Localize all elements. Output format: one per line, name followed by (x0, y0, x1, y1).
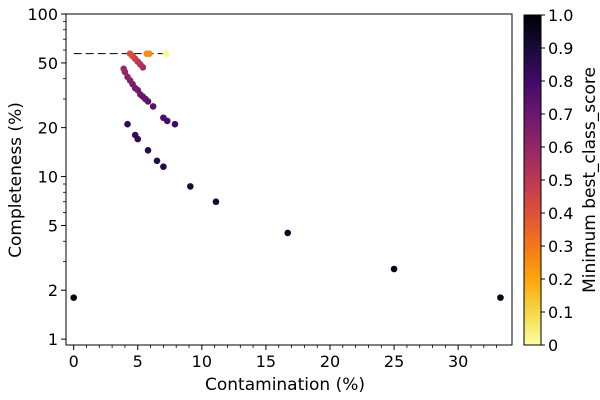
plot-frame (65, 13, 513, 346)
data-point (171, 120, 179, 128)
x-tick-label: 0 (69, 352, 79, 371)
colorbar-gradient (523, 14, 542, 346)
data-point (124, 73, 131, 81)
x-axis-label: Contamination (%) (205, 375, 365, 395)
y-tick-label: 100 (27, 5, 58, 24)
data-point (144, 147, 152, 154)
data-point (162, 50, 170, 57)
colorbar-tick-label: 0.1 (548, 303, 573, 322)
colorbar-tick-label: 0.3 (548, 237, 573, 256)
y-tick-label: 20 (38, 119, 58, 138)
y-tick-label: 5 (48, 216, 58, 235)
data-point (284, 229, 292, 237)
colorbar-tick-label: 0 (548, 336, 558, 355)
colorbar-tick-label: 0.9 (548, 39, 573, 58)
data-point (70, 294, 77, 301)
x-tick-label: 5 (133, 352, 143, 371)
colorbar-tick-label: 0.4 (548, 204, 573, 223)
colorbar-tick-label: 0.6 (548, 138, 573, 157)
data-point (497, 294, 504, 301)
data-point (149, 103, 157, 110)
colorbar: 0 0.1 0.2 0.3 0.4 0.5 0.6 0.7 0.8 0.9 1.0 (523, 6, 573, 355)
data-point (153, 157, 161, 165)
colorbar-tick-label: 1.0 (548, 6, 573, 25)
data-point (212, 198, 220, 206)
y-tick-label: 2 (48, 281, 58, 300)
colorbar-tick-label: 0.2 (548, 270, 573, 289)
colorbar-tick-label: 0.7 (548, 105, 573, 124)
colorbar-label: Minimum best_class_score (580, 67, 600, 293)
x-tick-label: 15 (256, 352, 276, 371)
data-point (187, 183, 194, 190)
data-point (124, 120, 131, 128)
x-tick-label: 25 (384, 352, 404, 371)
data-point (160, 114, 167, 122)
y-tick-label: 10 (38, 168, 58, 187)
data-point (126, 50, 134, 57)
y-tick-label: 1 (48, 330, 58, 349)
data-point (146, 50, 153, 57)
data-point (390, 265, 398, 273)
y-tick-label: 50 (38, 54, 58, 73)
x-tick-label: 30 (448, 352, 468, 371)
y-axis-label: Completeness (%) (6, 102, 26, 258)
data-point (160, 163, 167, 170)
colorbar-tick-label: 0.8 (548, 72, 573, 91)
data-point (131, 131, 139, 139)
colorbar-tick-label: 0.5 (548, 171, 573, 190)
data-point (120, 65, 127, 73)
x-tick-label: 10 (192, 352, 212, 371)
x-tick-label: 20 (320, 352, 340, 371)
